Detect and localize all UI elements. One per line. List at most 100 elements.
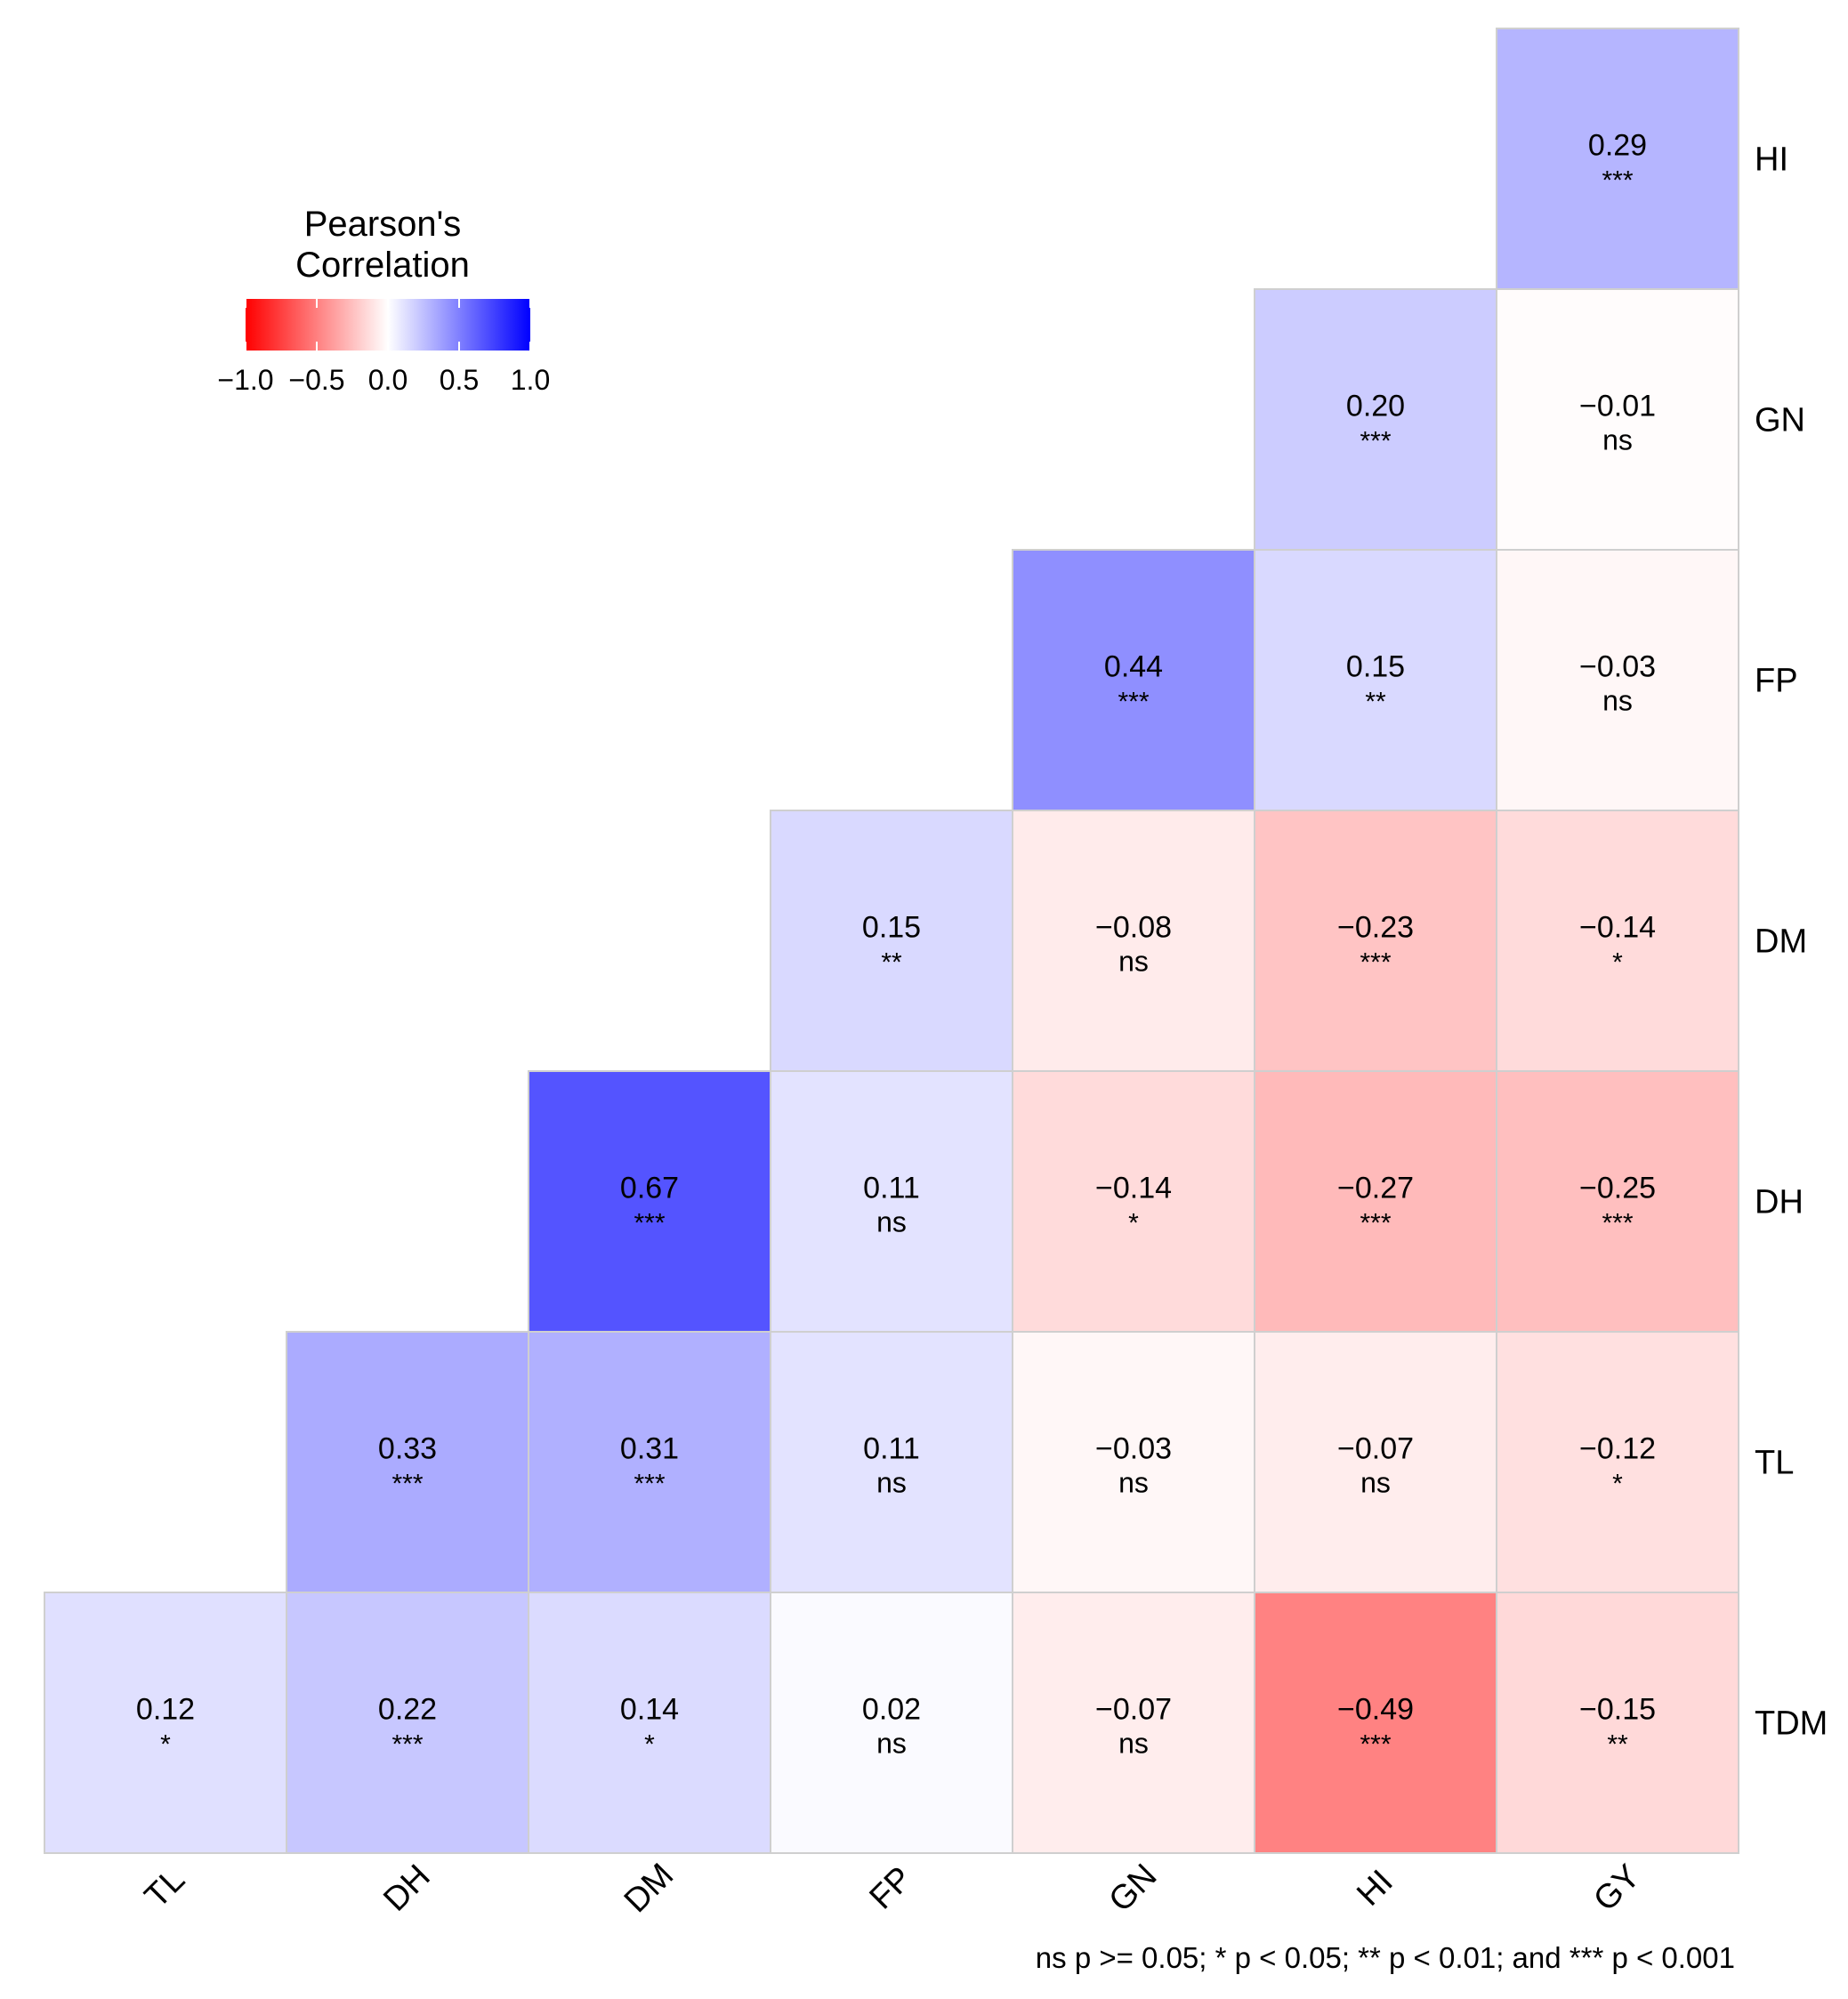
cell-value: −0.14 [1095, 1172, 1172, 1205]
cell-value: 0.12 [136, 1693, 195, 1727]
cell-tile [286, 1331, 529, 1593]
cell-significance: * [1612, 948, 1623, 978]
cell-significance: *** [1360, 427, 1391, 456]
cell-significance: ** [1365, 688, 1386, 717]
cell-tile [770, 1592, 1013, 1854]
significance-footnote: ns p >= 0.05; * p < 0.05; ** p < 0.01; a… [1036, 1941, 1735, 1974]
cell-tile [1012, 1592, 1255, 1854]
cell-tile [1496, 549, 1739, 811]
cell-tdm-gy: −0.15** [1496, 1592, 1739, 1854]
cell-value: −0.15 [1579, 1693, 1656, 1727]
legend-tick-label: −0.5 [288, 364, 344, 396]
cell-value: 0.14 [620, 1693, 679, 1727]
cell-significance: ns [876, 1206, 907, 1238]
cell-value: −0.27 [1337, 1172, 1414, 1205]
cell-significance: *** [1360, 1209, 1391, 1238]
cell-fp-hi: 0.15 ** [1254, 549, 1497, 811]
legend-title-line1: Pearson's [304, 205, 462, 244]
cell-tdm-tl: 0.12* [44, 1592, 287, 1854]
column-labels: TL DH DM FP GN HI GY [138, 1857, 1648, 1920]
cell-dm-fp: 0.15** [770, 810, 1013, 1072]
cell-value: 0.11 [863, 1172, 920, 1205]
cell-tile [1254, 288, 1497, 551]
col-label-tl: TL [138, 1861, 192, 1915]
cell-tile [1012, 1331, 1255, 1593]
cell-significance: *** [1118, 688, 1149, 717]
cell-tile [1254, 810, 1497, 1072]
color-legend: Pearson's Correlation −1.0 −0.5 0.0 0.5 1.0 [217, 205, 550, 396]
cell-value: −0.07 [1337, 1432, 1414, 1466]
cell-value: 0.31 [620, 1432, 679, 1466]
cell-value: −0.12 [1579, 1432, 1656, 1466]
cell-dm-hi: −0.23*** [1254, 810, 1497, 1072]
cell-significance: ns [1602, 685, 1633, 717]
col-label-hi: HI [1350, 1863, 1400, 1914]
row-label-tl: TL [1755, 1445, 1794, 1482]
row-labels: HI GN FP DM DH TL TDM [1755, 141, 1828, 1743]
legend-title-line2: Correlation [295, 246, 470, 285]
cell-dh-gy: −0.25 *** [1496, 1070, 1739, 1333]
row-label-dm: DM [1755, 923, 1807, 961]
cell-value: −0.08 [1095, 911, 1172, 945]
cell-tile [1496, 28, 1739, 290]
cell-value: 0.33 [378, 1432, 437, 1466]
cell-value: 0.22 [378, 1693, 437, 1727]
col-label-dm: DM [617, 1857, 681, 1920]
cell-value: 0.15 [862, 911, 921, 945]
legend-tick-label: 0.5 [440, 364, 479, 396]
row-label-tdm: TDM [1755, 1705, 1828, 1743]
cell-value: 0.29 [1588, 129, 1647, 163]
row-label-hi: HI [1755, 141, 1788, 179]
cell-significance: * [644, 1730, 655, 1760]
cell-dh-hi: −0.27 *** [1254, 1070, 1497, 1333]
cell-dh-gn: −0.14 * [1012, 1070, 1255, 1333]
cell-significance: ns [876, 1467, 907, 1499]
cell-value: −0.14 [1579, 911, 1656, 945]
cell-significance: *** [391, 1470, 423, 1499]
cell-tile [1012, 810, 1255, 1072]
col-label-gn: GN [1102, 1858, 1165, 1920]
cell-significance: ns [1602, 424, 1633, 456]
cell-tile [770, 810, 1013, 1072]
cell-dh-dm: 0.67 *** [528, 1070, 771, 1333]
cell-hi-gy: 0.29*** [1496, 28, 1739, 290]
cell-tile [1012, 549, 1255, 811]
cell-tile [1496, 1592, 1739, 1854]
cell-value: 0.44 [1104, 650, 1163, 684]
cell-significance: ** [881, 948, 902, 978]
cell-significance: * [1128, 1209, 1139, 1238]
cell-significance: * [160, 1730, 171, 1760]
legend-tick-label: 0.0 [368, 364, 408, 396]
cell-tile [1254, 1331, 1497, 1593]
cell-significance: ns [1118, 946, 1149, 978]
cell-value: −0.07 [1095, 1693, 1172, 1727]
cell-significance: ns [876, 1728, 907, 1760]
cell-value: −0.01 [1579, 390, 1656, 423]
cell-tile [1496, 810, 1739, 1072]
cell-tile [528, 1070, 771, 1333]
col-label-dh: DH [376, 1858, 438, 1919]
cell-value: 0.02 [862, 1693, 921, 1727]
cell-tile [770, 1070, 1013, 1333]
cell-significance: *** [1602, 1209, 1633, 1238]
heatmap-cells: 0.29***0.20***−0.01ns0.44***0.15**−0.03n… [44, 28, 1739, 1854]
cell-fp-gn: 0.44 *** [1012, 549, 1255, 811]
cell-significance: *** [1360, 1730, 1391, 1760]
cell-significance: *** [633, 1209, 665, 1238]
col-label-gy: GY [1586, 1858, 1648, 1919]
col-label-fp: FP [862, 1859, 919, 1916]
row-label-fp: FP [1755, 663, 1798, 700]
cell-gn-hi: 0.20 *** [1254, 288, 1497, 551]
cell-value: −0.03 [1579, 650, 1656, 684]
cell-significance: * [1612, 1470, 1623, 1499]
cell-significance: ns [1118, 1467, 1149, 1499]
